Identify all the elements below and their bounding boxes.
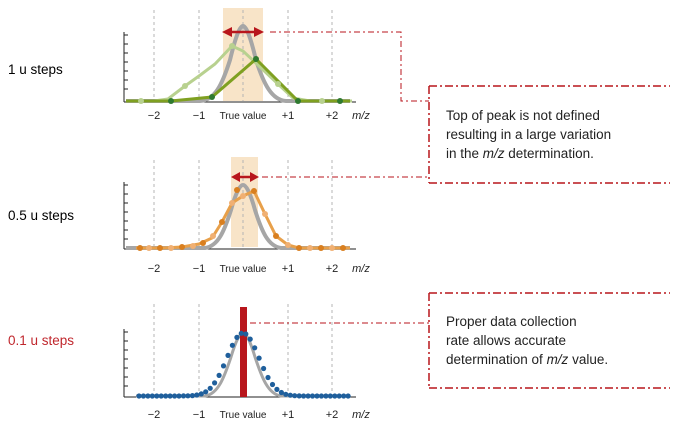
tick-minus1-05u: −1 [193,263,206,275]
sample-point-01u [180,393,187,399]
row-label-1u: 1 u steps [8,62,63,77]
sample-points-light-1u [138,43,325,104]
sample-point-01u [203,389,209,395]
sample-point-01u [207,385,213,391]
gridlines-05u [153,160,333,248]
sample-point-01u [198,391,204,397]
sample-point-01u [154,393,160,399]
sample-point-01u [332,393,338,399]
sample-point-01u [336,393,342,399]
sample-point-01u [287,392,293,398]
sample-point-01u [269,381,276,388]
sample-point-01u [243,331,249,337]
centroid-bar-01u [240,307,247,397]
sample-point-01u [163,393,169,399]
sample-point-01u [309,393,316,399]
tick-plus1-1u: +1 [282,110,295,122]
sample-point-01u [327,393,333,399]
true-peak-curve-05u [126,182,350,250]
tick-true-value-01u: True value [220,410,267,421]
tick-plus2-01u: +2 [326,409,339,421]
sample-point-01u [220,363,227,369]
sample-points-05u [137,187,346,251]
axis-unit-01u: m/z [352,409,370,421]
true-peak-curve-1u [126,23,350,103]
sample-point-01u [229,342,235,348]
double-arrow-1u [222,27,264,37]
callout-bottom-line-2: rate allows accurate [446,333,566,348]
sample-point-01u [172,393,178,399]
tick-minus1-01u: −1 [193,409,206,421]
sample-point-01u [274,386,280,392]
callout-top: Top of peak is not defined resulting in … [262,31,670,184]
callout-bottom: Proper data collection rate allows accur… [250,292,670,389]
tick-true-value-1u: True value [220,111,267,122]
sample-point-01u [323,393,329,399]
axis-unit-05u: m/z [352,263,370,275]
sample-point-01u [212,380,218,386]
sample-point-01u [145,393,151,399]
sample-point-01u [238,330,244,336]
tick-minus2-1u: −2 [148,110,161,122]
panel-1u-steps: 1 u steps [8,8,370,122]
tick-plus1-01u: +1 [282,409,295,421]
sample-point-01u [234,334,240,340]
sample-point-01u [318,393,324,399]
sample-point-01u [341,393,347,399]
sample-point-01u [189,393,195,399]
sample-point-01u [149,393,155,399]
sample-point-01u [283,391,289,397]
sample-point-01u [185,393,191,399]
sample-point-01u [261,365,267,372]
sampled-profile-dark-1u [126,56,350,103]
tick-plus1-05u: +1 [282,263,295,275]
sample-point-01u [345,393,351,399]
tick-minus2-05u: −2 [148,263,161,275]
panel-05u-steps: 0.5 u steps [8,157,370,275]
panel-01u-steps: 0.1 u steps −2 −1 True value +1 +2 m/z [8,304,370,421]
sample-point-01u [292,393,298,399]
sample-point-01u [247,336,253,342]
tick-plus2-1u: +2 [326,110,339,122]
tick-plus2-05u: +2 [326,263,339,275]
sample-point-01u [176,393,182,399]
row-label-05u: 0.5 u steps [8,208,74,223]
callout-bottom-line-1: Proper data collection [446,314,577,329]
sample-point-01u [305,393,311,399]
sample-point-01u [136,393,142,399]
sample-point-01u [158,393,164,399]
sample-point-01u [216,372,222,378]
axis-unit-1u: m/z [352,110,370,122]
sample-point-01u [194,392,200,398]
sample-point-01u [301,393,307,399]
sample-point-01u [256,355,262,361]
tick-minus2-01u: −2 [148,409,161,421]
tick-true-value-05u: True value [220,264,267,275]
sample-point-01u [225,352,231,358]
sample-point-01u [314,393,320,399]
double-arrow-05u [231,172,259,182]
tick-minus1-1u: −1 [193,110,206,122]
sample-points-dark-1u [168,56,343,104]
row-label-01u: 0.1 u steps [8,333,74,348]
sample-point-01u [167,393,173,399]
callout-top-line-2: resulting in a large variation [446,127,611,142]
callout-box-top [428,85,670,184]
sample-point-01u [252,345,258,351]
callout-top-line-3: in the m/z determination. [446,146,594,161]
leader-line-top [270,31,429,102]
sample-point-01u [140,393,146,399]
callout-top-line-1: Top of peak is not defined [446,108,600,123]
callout-bottom-line-3: determination of m/z value. [446,352,608,367]
sample-point-01u [278,389,284,396]
sample-point-01u [296,393,302,399]
sample-point-01u [265,374,271,381]
sample-points-01u [136,330,351,399]
